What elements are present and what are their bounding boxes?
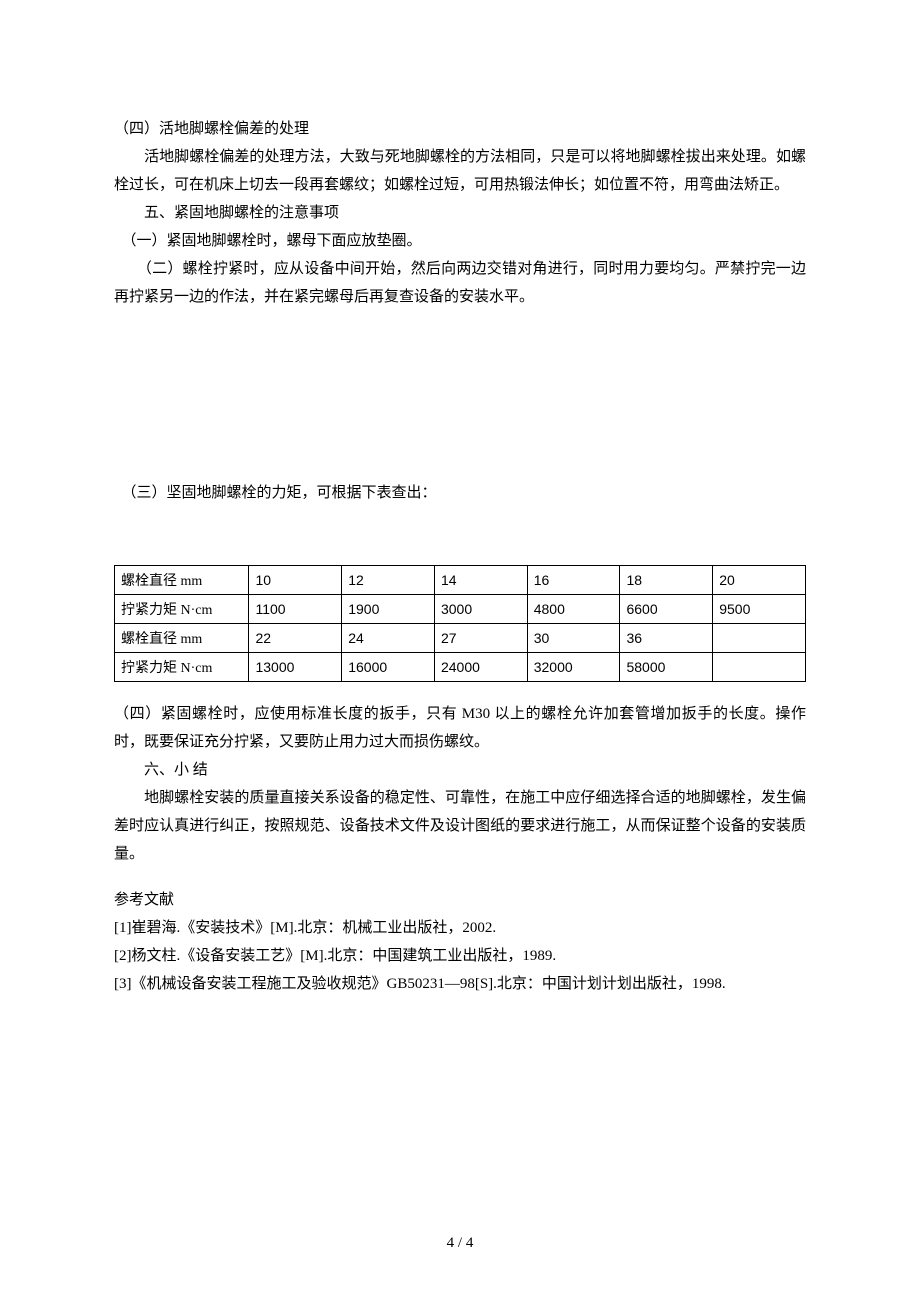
table-cell-label: 拧紧力矩 N·cm [115, 653, 249, 682]
table-row: 螺栓直径 mm 22 24 27 30 36 [115, 624, 806, 653]
table-cell: 18 [620, 566, 713, 595]
table-cell: 32000 [527, 653, 620, 682]
table-cell-label: 拧紧力矩 N·cm [115, 595, 249, 624]
table-cell: 30 [527, 624, 620, 653]
reference-item: [3]《机械设备安装工程施工及验收规范》GB50231—98[S].北京：中国计… [114, 970, 806, 998]
table-cell: 20 [713, 566, 806, 595]
page-number: 4 / 4 [0, 1235, 920, 1252]
table-row: 拧紧力矩 N·cm 13000 16000 24000 32000 58000 [115, 653, 806, 682]
section-5-item-3: （三）坚固地脚螺栓的力矩，可根据下表查出： [114, 479, 806, 507]
table-cell-label: 螺栓直径 mm [115, 624, 249, 653]
reference-item: [2]杨文柱.《设备安装工艺》[M].北京：中国建筑工业出版社，1989. [114, 942, 806, 970]
table-cell: 1900 [342, 595, 435, 624]
section-4-paragraph: 活地脚螺栓偏差的处理方法，大致与死地脚螺栓的方法相同，只是可以将地脚螺栓拔出来处… [114, 143, 806, 199]
table-cell: 6600 [620, 595, 713, 624]
table-cell: 24 [342, 624, 435, 653]
references-section: 参考文献 [1]崔碧海.《安装技术》[M].北京：机械工业出版社，2002. [… [114, 886, 806, 998]
table-cell: 36 [620, 624, 713, 653]
table-cell: 16 [527, 566, 620, 595]
table-cell: 16000 [342, 653, 435, 682]
table-cell: 4800 [527, 595, 620, 624]
table-row: 拧紧力矩 N·cm 1100 1900 3000 4800 6600 9500 [115, 595, 806, 624]
spacer [114, 682, 806, 700]
table-cell: 1100 [249, 595, 342, 624]
references-heading: 参考文献 [114, 886, 806, 914]
spacer [114, 868, 806, 886]
section-5-item-4: （四）紧固螺栓时，应使用标准长度的扳手，只有 M30 以上的螺栓允许加套管增加扳… [114, 700, 806, 756]
section-6-heading: 六、小 结 [114, 756, 806, 784]
table-cell: 22 [249, 624, 342, 653]
table-cell [713, 624, 806, 653]
section-5-item-1: （一）紧固地脚螺栓时，螺母下面应放垫圈。 [114, 227, 806, 255]
reference-item: [1]崔碧海.《安装技术》[M].北京：机械工业出版社，2002. [114, 914, 806, 942]
spacer [114, 311, 806, 479]
document-page: （四）活地脚螺栓偏差的处理 活地脚螺栓偏差的处理方法，大致与死地脚螺栓的方法相同… [0, 0, 920, 1302]
table-cell: 58000 [620, 653, 713, 682]
table-cell: 12 [342, 566, 435, 595]
table-cell: 10 [249, 566, 342, 595]
table-row: 螺栓直径 mm 10 12 14 16 18 20 [115, 566, 806, 595]
section-5-item-2: （二）螺栓拧紧时，应从设备中间开始，然后向两边交错对角进行，同时用力要均匀。严禁… [114, 255, 806, 311]
section-5-heading: 五、紧固地脚螺栓的注意事项 [114, 199, 806, 227]
section-6-paragraph: 地脚螺栓安装的质量直接关系设备的稳定性、可靠性，在施工中应仔细选择合适的地脚螺栓… [114, 784, 806, 868]
table-cell-label: 螺栓直径 mm [115, 566, 249, 595]
table-cell: 24000 [434, 653, 527, 682]
table-cell: 9500 [713, 595, 806, 624]
table-cell [713, 653, 806, 682]
table-cell: 27 [434, 624, 527, 653]
table-cell: 13000 [249, 653, 342, 682]
spacer [114, 507, 806, 555]
torque-table: 螺栓直径 mm 10 12 14 16 18 20 拧紧力矩 N·cm 1100… [114, 565, 806, 682]
table-cell: 14 [434, 566, 527, 595]
table-cell: 3000 [434, 595, 527, 624]
section-4-heading: （四）活地脚螺栓偏差的处理 [114, 115, 806, 143]
